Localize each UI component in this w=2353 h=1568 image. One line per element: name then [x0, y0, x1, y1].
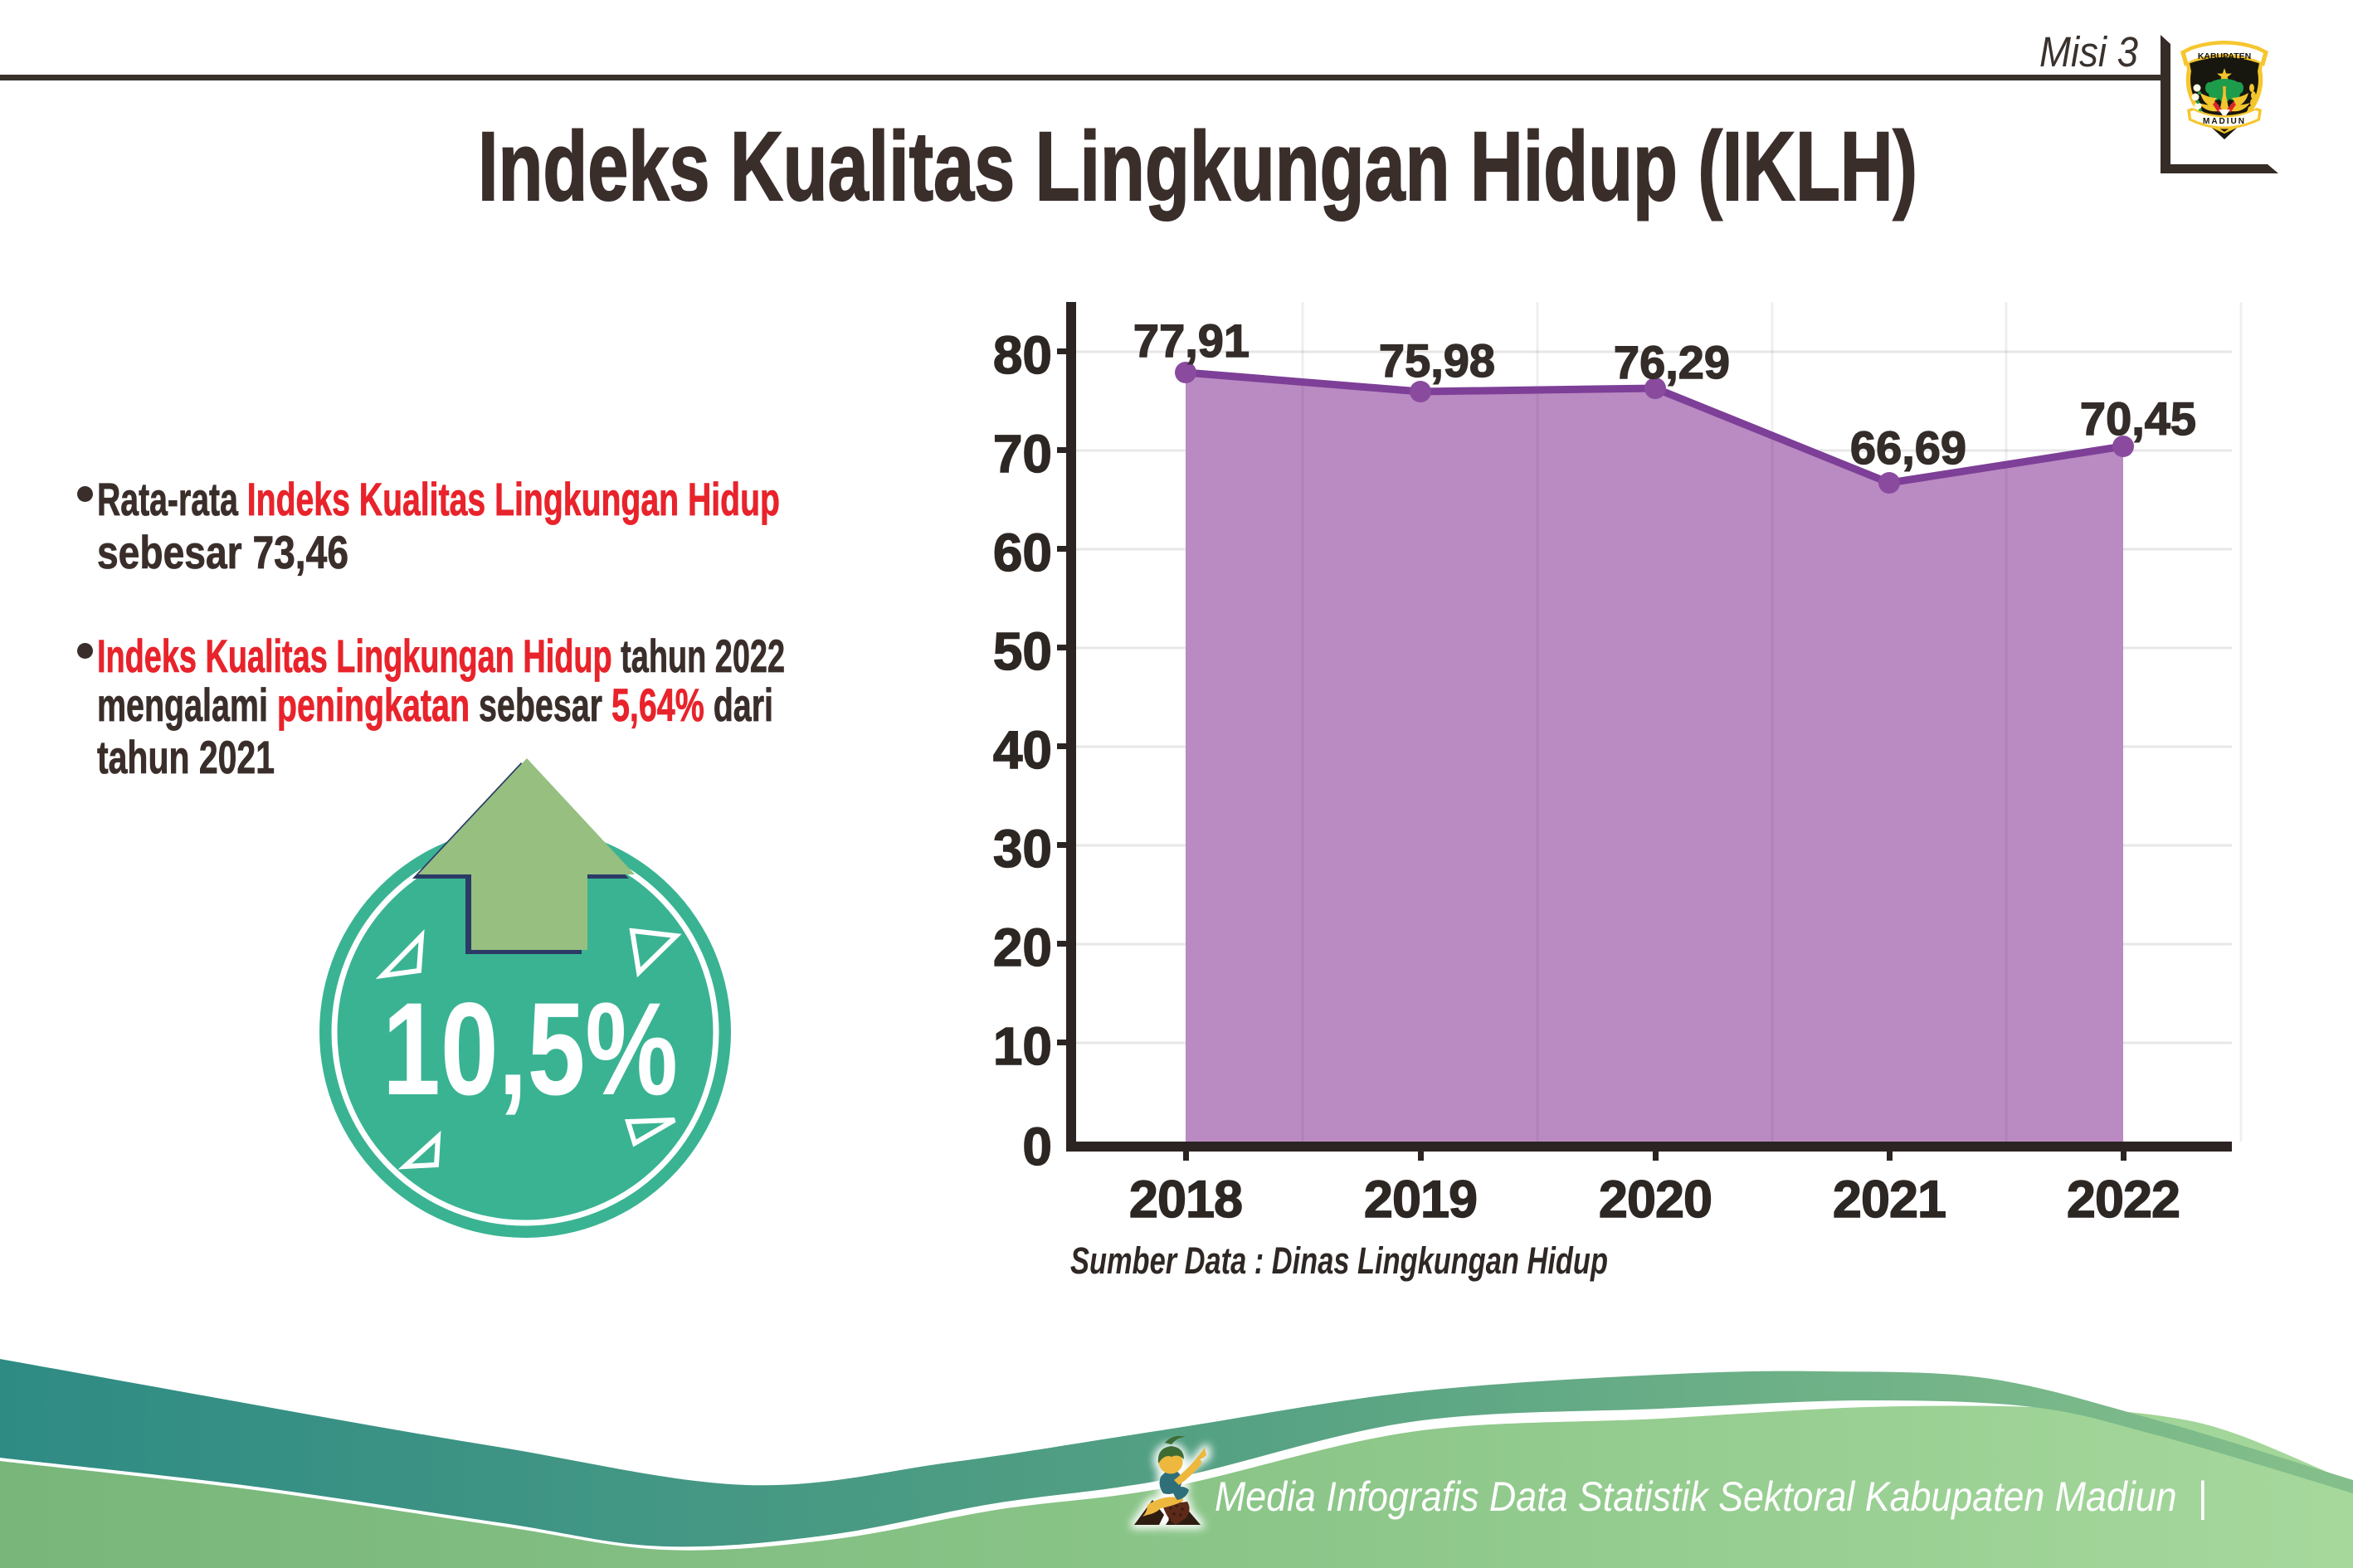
svg-text:76,29: 76,29	[1614, 336, 1730, 388]
svg-text:40: 40	[993, 720, 1052, 780]
svg-text:80: 80	[993, 325, 1052, 385]
svg-text:60: 60	[993, 523, 1052, 582]
svg-text:2020: 2020	[1599, 1171, 1712, 1229]
svg-text:MADIUN: MADIUN	[2203, 117, 2246, 126]
svg-text:20: 20	[993, 918, 1052, 977]
svg-text:77,91: 77,91	[1133, 314, 1250, 367]
svg-text:66,69: 66,69	[1850, 421, 1966, 474]
svg-text:50: 50	[993, 621, 1052, 681]
svg-text:0: 0	[1022, 1117, 1052, 1176]
svg-text:10: 10	[993, 1016, 1052, 1076]
svg-text:2019: 2019	[1364, 1171, 1477, 1229]
svg-text:70,45: 70,45	[2080, 392, 2196, 445]
svg-text:2021: 2021	[1833, 1171, 1946, 1229]
svg-text:75,98: 75,98	[1379, 334, 1495, 387]
svg-text:KABUPATEN: KABUPATEN	[2198, 51, 2251, 61]
svg-text:2022: 2022	[2067, 1171, 2180, 1229]
svg-text:70: 70	[993, 424, 1052, 484]
svg-text:30: 30	[993, 819, 1052, 879]
svg-text:2018: 2018	[1129, 1171, 1242, 1229]
